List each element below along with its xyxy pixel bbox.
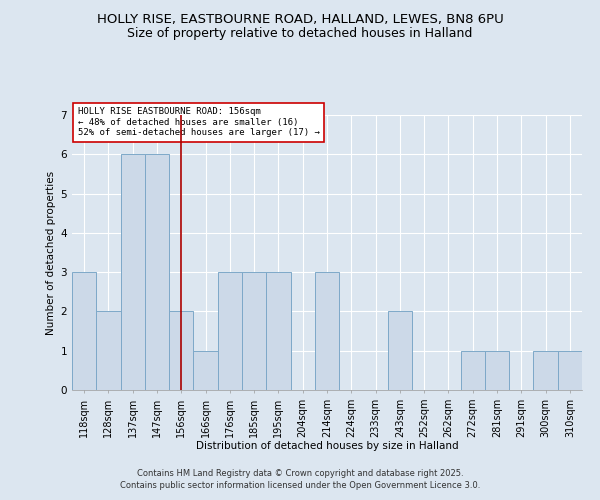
X-axis label: Distribution of detached houses by size in Halland: Distribution of detached houses by size …: [196, 442, 458, 452]
Bar: [72, 272, 96, 390]
Bar: [461, 350, 485, 390]
Text: HOLLY RISE, EASTBOURNE ROAD, HALLAND, LEWES, BN8 6PU: HOLLY RISE, EASTBOURNE ROAD, HALLAND, LE…: [97, 12, 503, 26]
Bar: [315, 272, 339, 390]
Bar: [388, 312, 412, 390]
Bar: [558, 350, 582, 390]
Bar: [121, 154, 145, 390]
Text: HOLLY RISE EASTBOURNE ROAD: 156sqm
← 48% of detached houses are smaller (16)
52%: HOLLY RISE EASTBOURNE ROAD: 156sqm ← 48%…: [78, 108, 320, 138]
Bar: [169, 312, 193, 390]
Text: Contains public sector information licensed under the Open Government Licence 3.: Contains public sector information licen…: [120, 481, 480, 490]
Bar: [266, 272, 290, 390]
Bar: [485, 350, 509, 390]
Bar: [242, 272, 266, 390]
Bar: [193, 350, 218, 390]
Bar: [96, 312, 121, 390]
Bar: [218, 272, 242, 390]
Bar: [145, 154, 169, 390]
Bar: [533, 350, 558, 390]
Text: Contains HM Land Registry data © Crown copyright and database right 2025.: Contains HM Land Registry data © Crown c…: [137, 468, 463, 477]
Text: Size of property relative to detached houses in Halland: Size of property relative to detached ho…: [127, 28, 473, 40]
Y-axis label: Number of detached properties: Number of detached properties: [46, 170, 56, 334]
